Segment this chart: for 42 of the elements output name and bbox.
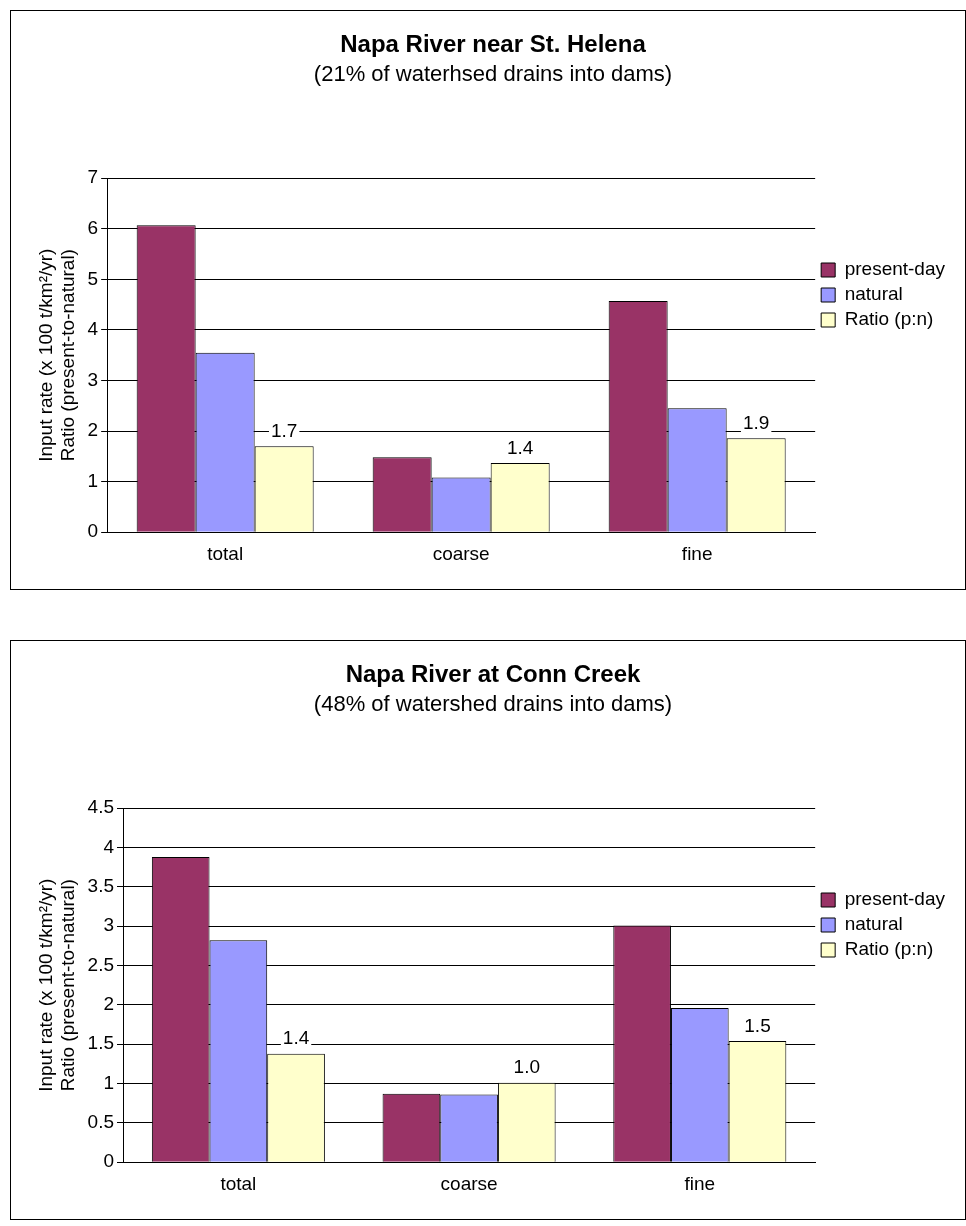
y-tick-label: 6 bbox=[87, 217, 99, 239]
legend-label: Ratio (p:n) bbox=[844, 938, 934, 960]
x-tick-label: total bbox=[220, 1172, 257, 1194]
data-label: 1.7 bbox=[270, 419, 298, 441]
y-tick-label: 4 bbox=[87, 318, 99, 340]
chart-subtitle: (21% of waterhsed drains into dams) bbox=[313, 61, 673, 87]
x-tick-label: coarse bbox=[440, 1172, 498, 1194]
y-tick-label: 0 bbox=[103, 1150, 115, 1172]
y-tick-label: 3.5 bbox=[87, 875, 115, 897]
data-label: 1.0 bbox=[513, 1056, 540, 1078]
data-label: 1.4 bbox=[506, 436, 534, 458]
chart-title: Napa River near St. Helena bbox=[340, 30, 647, 58]
y-axis-title: Input rate (x 100 t/km²/yr) Ratio (present-to-natural) bbox=[34, 248, 79, 462]
chart-subtitle: (48% of watershed drains into dams) bbox=[313, 691, 673, 717]
y-axis-title: Input rate (x 100 t/km²/yr) Ratio (present-to-natural) bbox=[34, 878, 79, 1092]
y-tick-label: 2 bbox=[103, 993, 115, 1015]
legend-label: natural bbox=[844, 913, 903, 935]
legend-label: present-day bbox=[844, 258, 946, 280]
y-tick-label: 2.5 bbox=[87, 953, 115, 975]
y-tick-label: 3 bbox=[87, 368, 99, 390]
x-tick-label: coarse bbox=[432, 542, 490, 564]
x-tick-label: fine bbox=[684, 1172, 716, 1194]
chart-title: Napa River at Conn Creek bbox=[345, 660, 642, 688]
data-label: 1.4 bbox=[282, 1027, 310, 1049]
y-tick-label: 3 bbox=[103, 914, 115, 936]
data-label: 1.5 bbox=[744, 1014, 771, 1036]
legend-label: natural bbox=[844, 283, 903, 305]
y-tick-label: 1.5 bbox=[87, 1032, 115, 1054]
y-tick-label: 0 bbox=[87, 520, 99, 542]
data-label: 1.9 bbox=[742, 411, 770, 433]
y-tick-label: 2 bbox=[87, 419, 99, 441]
y-tick-label: 1 bbox=[103, 1071, 115, 1093]
y-tick-label: 5 bbox=[87, 267, 99, 289]
y-tick-label: 4.5 bbox=[87, 796, 115, 818]
x-tick-label: total bbox=[207, 542, 244, 564]
y-tick-label: 1 bbox=[87, 469, 99, 491]
y-tick-label: 7 bbox=[87, 166, 99, 188]
y-tick-label: 4 bbox=[103, 835, 115, 857]
legend-label: Ratio (p:n) bbox=[844, 308, 934, 330]
x-tick-label: fine bbox=[681, 542, 713, 564]
y-tick-label: 0.5 bbox=[87, 1111, 115, 1133]
legend-label: present-day bbox=[844, 888, 946, 910]
